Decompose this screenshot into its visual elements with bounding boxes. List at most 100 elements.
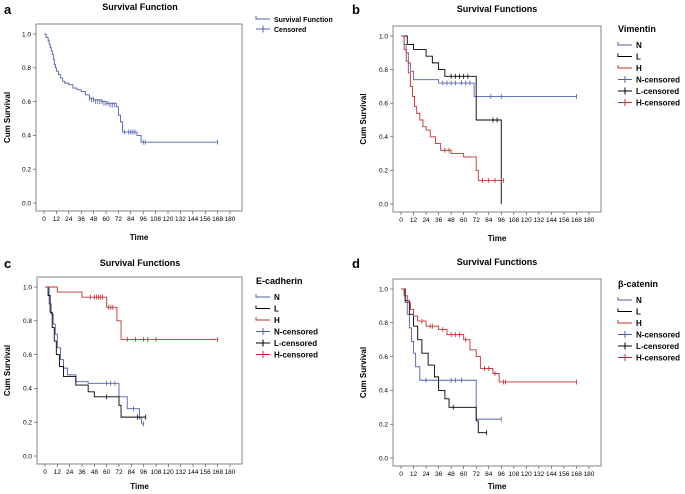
plot-frame <box>392 278 602 467</box>
y-tick-label: 0.4 <box>379 134 388 141</box>
legend-label: N-censored <box>274 328 318 337</box>
panel-letter: b <box>352 2 360 17</box>
x-tick-label: 48 <box>90 216 98 223</box>
y-tick-label: 0.2 <box>23 420 32 427</box>
legend-label: N <box>636 296 642 305</box>
chart-title: Survival Functions <box>100 258 181 268</box>
y-tick-label: 0.6 <box>379 101 388 108</box>
x-tick-label: 144 <box>546 471 557 478</box>
panel-a: a Survival Function 0.0 0.2 0.4 0.6 0.8 1.0 0 12 2… <box>3 2 333 242</box>
panel-c: c Survival Functions 0.0 0.2 0.4 0.6 0.8 1.0 0 12… <box>3 256 318 491</box>
y-tick-label: 0.8 <box>23 318 32 325</box>
panel-letter: d <box>352 256 360 271</box>
legend-label: H <box>636 319 642 328</box>
series-line-n <box>45 286 144 425</box>
x-tick-label: 36 <box>435 471 443 478</box>
legend-label: L <box>636 308 641 317</box>
x-tick-label: 96 <box>498 217 506 224</box>
series-line-l <box>401 288 487 434</box>
legend-swatch-cross <box>256 339 270 347</box>
y-axis-label: Cum Survival <box>359 347 368 398</box>
x-tick-label: 132 <box>533 471 544 478</box>
x-tick-label: 24 <box>422 471 430 478</box>
x-tick-label: 48 <box>448 217 456 224</box>
x-tick-label: 168 <box>571 217 582 224</box>
y-tick-label: 0.6 <box>23 352 32 359</box>
x-tick-label: 72 <box>473 471 481 478</box>
legend-label: L-censored <box>636 342 679 351</box>
x-tick-label: 108 <box>151 469 162 476</box>
series-line-n <box>401 288 502 420</box>
x-tick-label: 156 <box>200 469 211 476</box>
x-tick-label: 132 <box>533 217 544 224</box>
legend-swatch-cross <box>618 87 632 95</box>
plot-frame <box>36 276 243 465</box>
legend-swatch-line <box>617 65 632 69</box>
x-tick-label: 156 <box>559 217 570 224</box>
x-tick-label: 12 <box>53 216 61 223</box>
legend-label: L-censored <box>636 87 679 96</box>
x-tick-label: 120 <box>521 217 532 224</box>
y-tick-label: 1.0 <box>379 286 388 293</box>
x-tick-label: 0 <box>399 471 403 478</box>
legend: Vimentin NLH N-censored L-censored H-censore… <box>617 24 680 108</box>
legend-swatch-cross <box>256 351 270 358</box>
x-tick-label: 96 <box>140 216 148 223</box>
x-tick-label: 108 <box>150 216 161 223</box>
panel-letter: a <box>4 2 12 17</box>
x-tick-label: 24 <box>66 469 74 476</box>
legend-label: N <box>274 293 280 302</box>
x-tick-label: 120 <box>163 469 174 476</box>
chart-title: Survival Functions <box>457 4 538 14</box>
x-tick-label: 84 <box>127 216 135 223</box>
x-axis-label: Time <box>488 482 507 491</box>
legend-swatch-line <box>617 308 632 312</box>
panel-letter: c <box>4 256 11 271</box>
x-tick-label: 144 <box>188 469 199 476</box>
y-tick-label: 0.4 <box>379 388 388 395</box>
series-line-h <box>45 286 218 340</box>
legend-label: H <box>274 316 280 325</box>
y-tick-label: 1.0 <box>23 284 32 291</box>
panel-d: d Survival Functions 0.0 0.2 0.4 0.6 0.8 1.0 0 12… <box>352 256 680 491</box>
legend-swatch-cross <box>618 354 632 361</box>
x-tick-label: 0 <box>399 217 403 224</box>
x-tick-label: 12 <box>410 471 418 478</box>
y-tick-label: 0.8 <box>379 320 388 327</box>
legend-title: β-catenin <box>618 279 658 289</box>
x-tick-label: 96 <box>140 469 148 476</box>
x-tick-label: 48 <box>91 469 99 476</box>
x-tick-label: 24 <box>65 216 73 223</box>
y-axis-label: Cum Survival <box>3 92 12 143</box>
x-axis-label: Time <box>488 234 507 243</box>
series-line-n <box>401 35 577 97</box>
legend-label: H-censored <box>636 99 680 108</box>
x-tick-label: 0 <box>42 216 46 223</box>
y-tick-label: 0.8 <box>22 65 31 72</box>
x-tick-label: 84 <box>128 469 136 476</box>
legend-title: Vimentin <box>618 24 656 34</box>
x-tick-label: 144 <box>187 216 198 223</box>
legend-swatch-line <box>255 305 270 309</box>
legend-swatch-cross <box>618 99 632 106</box>
x-tick-label: 120 <box>163 216 174 223</box>
legend-swatch-line <box>255 294 270 298</box>
legend-swatch-cross <box>256 25 270 33</box>
y-tick-label: 0.0 <box>22 200 31 207</box>
legend-swatch-cross <box>618 331 632 338</box>
legend-label: Survival Function <box>274 17 333 24</box>
x-tick-label: 60 <box>460 471 468 478</box>
x-tick-label: 72 <box>115 216 123 223</box>
x-tick-label: 84 <box>485 217 493 224</box>
legend-label: N-censored <box>636 331 680 340</box>
series-line-l <box>45 286 146 418</box>
legend-label: Censored <box>274 27 306 34</box>
legend-label: H-censored <box>636 354 680 363</box>
y-tick-label: 0.2 <box>379 168 388 175</box>
x-tick-label: 60 <box>102 216 110 223</box>
x-tick-label: 36 <box>78 469 86 476</box>
x-tick-label: 84 <box>485 471 493 478</box>
y-axis-label: Cum Survival <box>3 345 12 396</box>
x-tick-label: 12 <box>54 469 62 476</box>
